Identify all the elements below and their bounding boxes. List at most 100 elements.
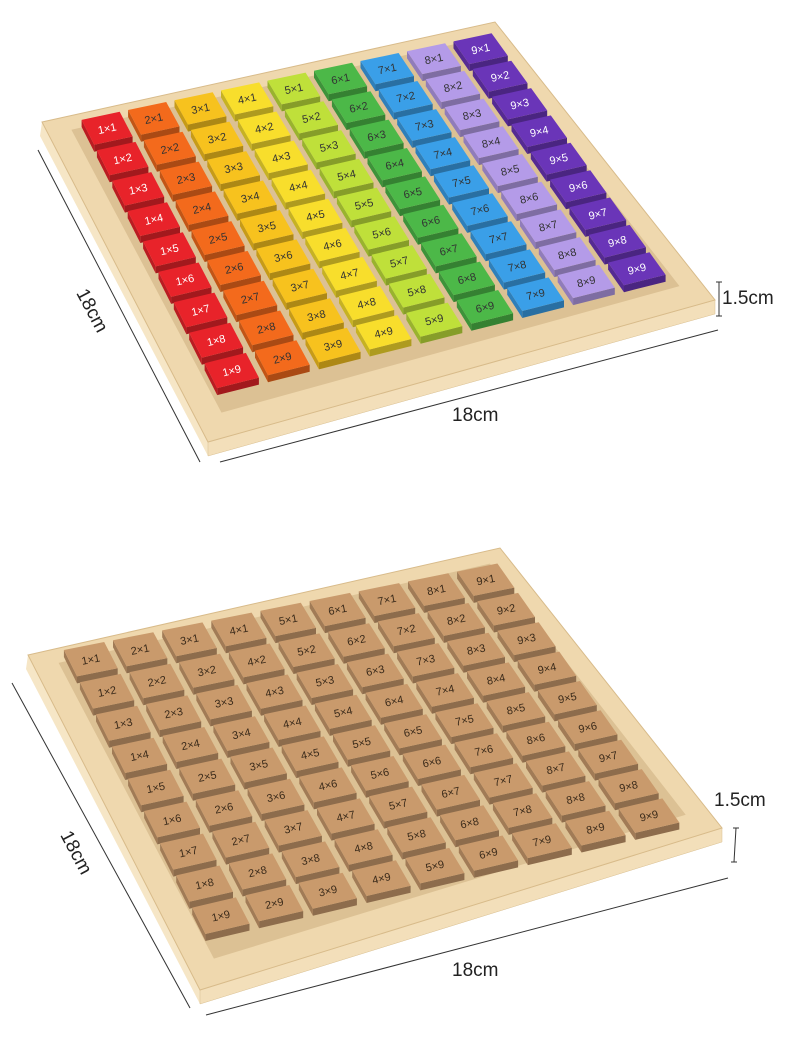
tile[interactable]: 7×2: [378, 81, 433, 120]
tile[interactable]: 6×9: [458, 835, 519, 878]
tile[interactable]: 6×5: [385, 176, 441, 217]
tile[interactable]: 5×4: [319, 158, 374, 199]
tile[interactable]: 1×7: [173, 292, 228, 335]
tile[interactable]: 4×2: [228, 643, 285, 685]
tile[interactable]: 4×1: [211, 612, 267, 654]
tile[interactable]: 2×5: [179, 758, 236, 801]
tile[interactable]: 7×9: [507, 277, 564, 318]
tile[interactable]: 9×2: [472, 60, 528, 99]
tile[interactable]: 1×6: [144, 801, 200, 845]
tile[interactable]: 1×2: [79, 673, 135, 716]
tile[interactable]: 8×9: [557, 264, 615, 306]
tile[interactable]: 4×1: [221, 82, 274, 122]
tile[interactable]: 2×2: [143, 131, 196, 172]
tile[interactable]: 8×8: [545, 781, 606, 823]
tile[interactable]: 6×8: [438, 261, 495, 303]
tile[interactable]: 1×3: [96, 705, 151, 748]
tile[interactable]: 9×9: [608, 252, 666, 293]
tile[interactable]: 3×6: [256, 239, 311, 281]
tile[interactable]: 6×6: [403, 204, 459, 245]
tile[interactable]: 8×5: [482, 154, 538, 194]
tile[interactable]: 6×3: [346, 653, 404, 695]
tile[interactable]: 7×9: [512, 823, 572, 866]
tile[interactable]: 4×4: [264, 705, 321, 747]
tile[interactable]: 1×2: [96, 141, 149, 183]
tile[interactable]: 3×6: [247, 778, 305, 821]
tile[interactable]: 9×4: [517, 651, 577, 692]
tile[interactable]: 4×6: [305, 227, 360, 269]
tile[interactable]: 7×3: [397, 109, 452, 148]
tile[interactable]: 8×9: [565, 810, 626, 853]
tile[interactable]: 3×5: [230, 747, 287, 790]
tile[interactable]: 4×9: [352, 860, 411, 903]
tile[interactable]: 8×1: [407, 43, 461, 82]
tile[interactable]: 9×4: [511, 115, 568, 154]
tile[interactable]: 5×7: [369, 786, 428, 829]
tile[interactable]: 5×5: [333, 725, 391, 767]
tile[interactable]: 9×7: [569, 197, 627, 237]
tile[interactable]: 8×2: [425, 70, 481, 110]
tile[interactable]: 4×9: [355, 315, 412, 357]
tile[interactable]: 1×7: [160, 833, 217, 877]
tile[interactable]: 5×8: [387, 817, 446, 860]
tile[interactable]: 4×8: [339, 286, 395, 328]
tile[interactable]: 1×9: [192, 897, 250, 941]
tile[interactable]: 5×2: [278, 633, 335, 674]
tile[interactable]: 6×4: [365, 683, 423, 725]
tile[interactable]: 1×8: [176, 865, 233, 909]
tile[interactable]: 8×5: [486, 692, 546, 733]
tile[interactable]: 6×2: [328, 623, 385, 664]
tile[interactable]: 2×3: [159, 161, 213, 202]
tile[interactable]: 2×8: [229, 853, 287, 897]
tile[interactable]: 3×8: [281, 841, 340, 885]
tile[interactable]: 1×5: [143, 232, 196, 274]
tile[interactable]: 6×7: [421, 233, 477, 274]
tile[interactable]: 4×4: [271, 169, 326, 210]
tile[interactable]: 3×1: [162, 622, 217, 664]
tile[interactable]: 8×3: [447, 632, 505, 673]
tile[interactable]: 4×5: [288, 198, 343, 239]
tile[interactable]: 8×8: [538, 237, 596, 278]
tile[interactable]: 2×6: [195, 790, 253, 833]
tile[interactable]: 5×6: [354, 216, 409, 257]
tile[interactable]: 5×6: [351, 756, 409, 798]
tile[interactable]: 7×6: [454, 733, 514, 775]
tile[interactable]: 3×4: [223, 180, 277, 221]
tile[interactable]: 5×5: [336, 187, 392, 228]
tile[interactable]: 9×9: [618, 798, 680, 840]
tile[interactable]: 6×9: [456, 290, 514, 331]
tile[interactable]: 2×5: [191, 221, 245, 262]
tile[interactable]: 2×7: [212, 821, 270, 865]
tile[interactable]: 4×7: [322, 256, 377, 298]
tile[interactable]: 8×6: [501, 181, 558, 222]
tile[interactable]: 6×5: [384, 714, 442, 756]
tile[interactable]: 9×3: [497, 622, 556, 663]
tile[interactable]: 9×8: [588, 224, 646, 265]
tile[interactable]: 7×3: [397, 643, 455, 684]
tile[interactable]: 1×5: [128, 769, 184, 813]
tile[interactable]: 1×6: [158, 262, 212, 304]
tile[interactable]: 8×4: [463, 126, 519, 166]
tile[interactable]: 8×4: [467, 662, 526, 703]
tile[interactable]: 3×2: [179, 653, 235, 695]
tile[interactable]: 9×6: [558, 710, 618, 751]
tile[interactable]: 3×7: [264, 810, 322, 853]
tile[interactable]: 5×1: [260, 602, 317, 644]
tile[interactable]: 9×6: [550, 170, 607, 210]
tile[interactable]: 7×5: [435, 703, 494, 745]
tile[interactable]: 3×3: [196, 684, 252, 727]
tile[interactable]: 7×1: [360, 53, 415, 92]
tile[interactable]: 3×2: [190, 121, 244, 162]
tile[interactable]: 4×5: [281, 736, 339, 779]
tile[interactable]: 6×6: [402, 744, 461, 786]
tile[interactable]: 4×8: [334, 829, 393, 872]
tile[interactable]: 9×1: [453, 33, 508, 72]
tile[interactable]: 8×6: [506, 721, 566, 763]
tile[interactable]: 6×4: [367, 148, 422, 188]
tile[interactable]: 5×9: [405, 847, 465, 891]
tile[interactable]: 6×7: [421, 774, 481, 817]
tile[interactable]: 1×3: [112, 172, 165, 213]
tile[interactable]: 7×1: [358, 583, 416, 623]
tile[interactable]: 4×7: [317, 798, 375, 841]
tile[interactable]: 3×4: [213, 716, 270, 758]
